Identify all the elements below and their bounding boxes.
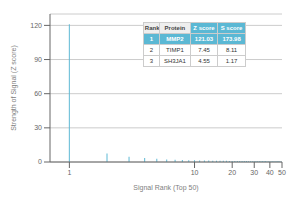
html-text:3: 3 [149, 58, 154, 64]
html-text:SH3JA1: SH3JA1 [163, 58, 186, 64]
html-text:1: 1 [149, 36, 154, 42]
html-text:2: 2 [149, 47, 154, 53]
svg-text:0: 0 [38, 158, 42, 165]
html-text:121.03: 121.03 [194, 36, 214, 42]
svg-text:50: 50 [278, 169, 286, 176]
svg-text:20: 20 [228, 169, 236, 176]
html-text:173.98: 173.98 [222, 36, 241, 42]
svg-text:60: 60 [34, 90, 42, 97]
svg-text:30: 30 [34, 124, 42, 131]
svg-text:1: 1 [67, 169, 71, 176]
svg-text:40: 40 [266, 169, 274, 176]
html-text:MMP2: MMP2 [166, 36, 184, 42]
html-text:4.55: 4.55 [198, 58, 210, 64]
html-text:7.45: 7.45 [198, 47, 210, 53]
html-text:TIMP1: TIMP1 [166, 47, 184, 53]
html-text:1.17: 1.17 [225, 58, 238, 64]
svg-text:Strength of Signal (Z score): Strength of Signal (Z score) [10, 45, 18, 131]
html-text:Rank: Rank [144, 25, 160, 31]
svg-text:30: 30 [250, 169, 258, 176]
html-text:8.11: 8.11 [225, 47, 238, 53]
svg-text:Signal Rank (Top 50): Signal Rank (Top 50) [133, 184, 198, 192]
html-text:Z score: Z score [193, 25, 215, 31]
html-text:Protein: Protein [164, 25, 186, 31]
svg-text:120: 120 [30, 22, 42, 29]
svg-text:90: 90 [34, 56, 42, 63]
svg-text:10: 10 [191, 169, 199, 176]
html-text:S score: S score [220, 25, 243, 31]
